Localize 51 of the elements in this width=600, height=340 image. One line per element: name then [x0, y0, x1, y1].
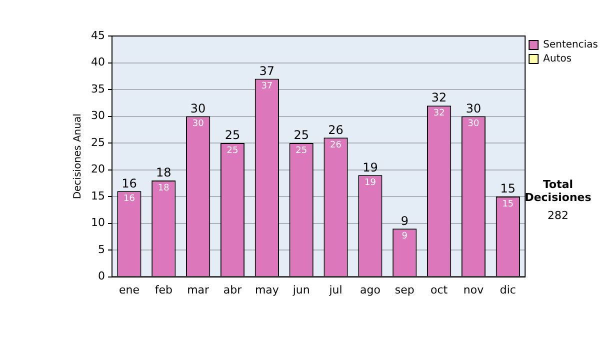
x-tick-label: ene [118, 283, 140, 296]
total-label: 9 [400, 214, 408, 228]
x-tick-label: jun [292, 283, 310, 296]
total-label: 15 [500, 182, 516, 196]
text: 282 [546, 209, 570, 222]
y-axis-title: Decisiones Anual [72, 114, 84, 200]
x-tick-label: feb [154, 283, 172, 296]
y-tick-label: 5 [98, 242, 105, 256]
y-tick-label: 0 [98, 270, 105, 283]
x-tick-label: dic [500, 283, 516, 296]
total-label: 16 [122, 176, 137, 190]
y-tick-label: 40 [90, 56, 105, 69]
x-tick-label: mar [187, 283, 210, 296]
y-tick-label: 10 [90, 216, 105, 230]
total-label: 19 [362, 160, 378, 174]
y-tick-label: 45 [90, 28, 105, 42]
data-label: 30 [192, 119, 204, 130]
total-label: 25 [294, 128, 309, 142]
total-label: 26 [328, 122, 344, 137]
data-label: 9 [402, 231, 408, 242]
data-label: 16 [123, 194, 136, 204]
x-tick-label: abr [223, 283, 242, 296]
x-tick-label: sep [394, 283, 414, 296]
legend-label: Autos [543, 54, 572, 65]
total-label: 25 [224, 128, 240, 142]
data-label: 18 [158, 183, 170, 194]
data-label: 19 [364, 178, 376, 188]
data-label: 26 [330, 140, 342, 151]
y-tick-label: 20 [90, 162, 105, 176]
total-label: 30 [466, 101, 482, 116]
y-tick-label: 35 [90, 82, 105, 96]
x-tick-label: ago [360, 283, 381, 296]
total-label: 18 [156, 166, 172, 180]
x-tick-label: jul [328, 283, 342, 296]
total-label: 30 [190, 101, 206, 116]
legend-label: Sentencias [543, 40, 598, 51]
data-label: 25 [226, 146, 238, 156]
x-tick-label: nov [463, 283, 484, 296]
data-label: 25 [296, 146, 308, 156]
data-label: 15 [502, 199, 514, 210]
y-tick-label: 15 [90, 189, 105, 202]
data-label: 30 [468, 119, 480, 130]
y-tick-label: 30 [90, 109, 105, 122]
data-label: 37 [261, 82, 273, 92]
total-label: 32 [431, 90, 447, 105]
x-tick-label: may [254, 283, 280, 296]
annotation: Total Decisiones [524, 178, 592, 204]
total-label: 37 [259, 64, 275, 78]
data-label: 32 [433, 108, 445, 118]
x-tick-label: oct [430, 283, 448, 296]
y-tick-label: 25 [90, 136, 105, 149]
